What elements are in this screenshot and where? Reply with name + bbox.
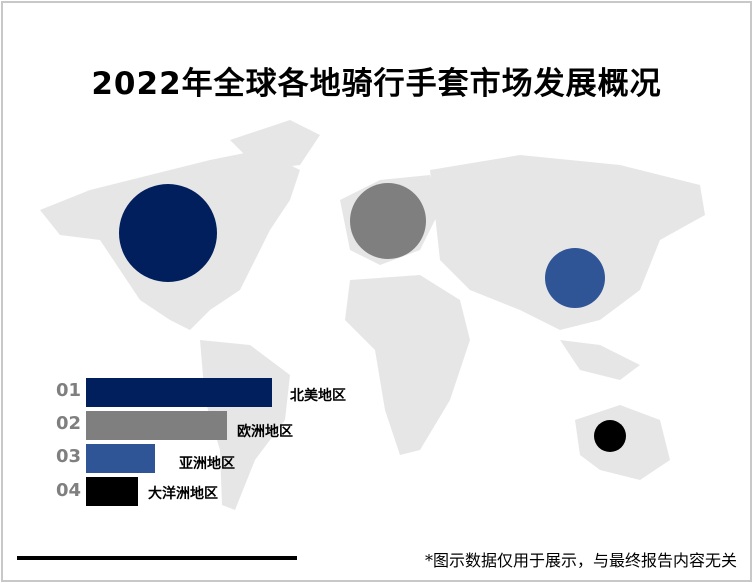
bar-label: 大洋洲地区 <box>148 486 218 502</box>
bubble-north-america <box>119 184 217 282</box>
bar-label: 亚洲地区 <box>179 456 235 472</box>
map-se-asia <box>560 340 640 380</box>
bar-label: 欧洲地区 <box>237 424 293 440</box>
bar-europe <box>86 411 227 440</box>
rank-label: 01 <box>56 380 82 401</box>
map-greenland <box>230 120 320 170</box>
disclaimer-note: *图示数据仅用于展示，与最终报告内容无关 <box>424 551 737 570</box>
bar-north-america <box>86 378 272 407</box>
rank-label: 02 <box>56 413 82 434</box>
bar-label: 北美地区 <box>290 388 346 404</box>
chart-title: 2022年全球各地骑行手套市场发展概况 <box>91 66 662 102</box>
bubble-asia <box>545 248 605 308</box>
bar-oceania <box>86 477 138 506</box>
map-asia <box>430 155 705 330</box>
bubble-europe <box>350 183 426 259</box>
footer-rule <box>17 556 297 560</box>
rank-label: 04 <box>56 480 82 501</box>
bar-asia <box>86 444 155 473</box>
bubble-oceania <box>594 420 626 452</box>
map-africa <box>345 275 470 455</box>
rank-label: 03 <box>56 446 82 467</box>
